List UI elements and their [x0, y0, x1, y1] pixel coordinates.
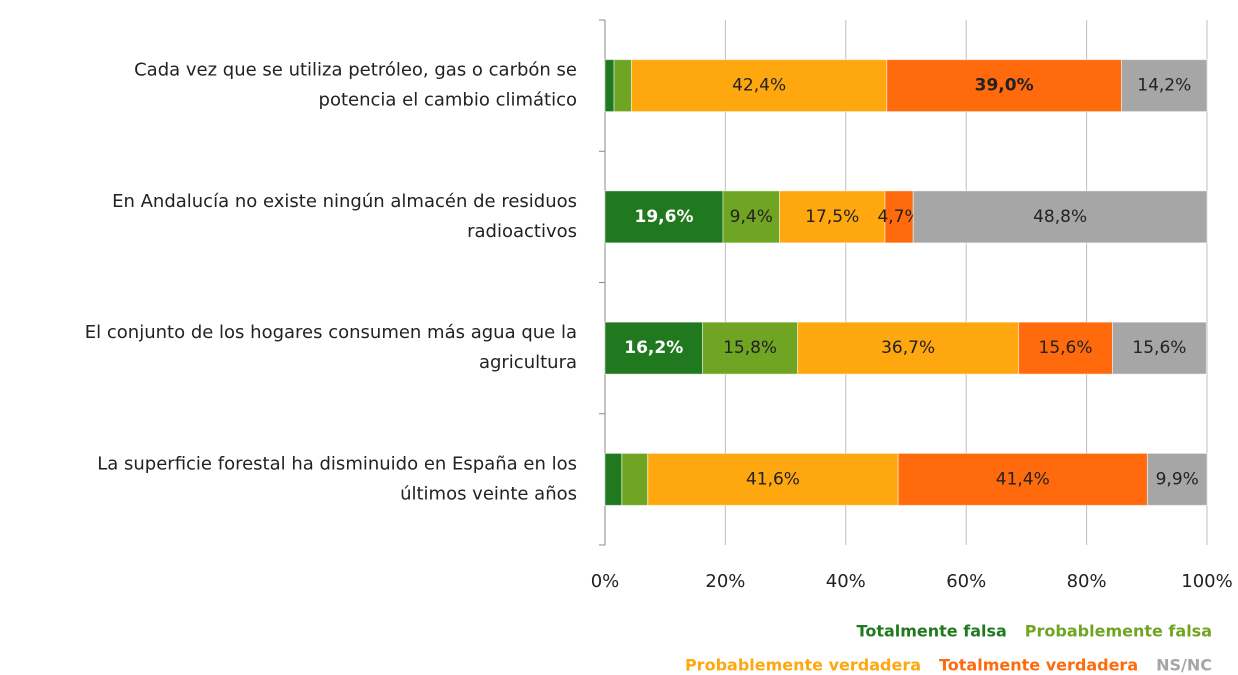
- legend-entry: Totalmente falsa: [857, 622, 1007, 641]
- category-label: potencia el cambio climático: [319, 90, 577, 111]
- bar-segment: [613, 59, 632, 113]
- value-label: 15,6%: [1039, 338, 1093, 358]
- x-tick-label: 40%: [826, 571, 866, 592]
- bar-segment: [647, 452, 899, 506]
- category-label: La superficie forestal ha disminuido en …: [97, 453, 577, 474]
- value-label: 15,8%: [723, 338, 777, 358]
- value-label: 39,0%: [975, 76, 1034, 96]
- bar-segment: [604, 59, 615, 113]
- value-label: 42,4%: [732, 76, 786, 96]
- value-label: 9,4%: [730, 207, 773, 227]
- bar-segment: [722, 190, 781, 244]
- value-label: 41,4%: [996, 469, 1050, 489]
- legend-entry: NS/NC: [1156, 656, 1212, 675]
- x-tick-label: 100%: [1181, 571, 1232, 592]
- x-tick-label: 20%: [705, 571, 745, 592]
- bar-segment: [604, 321, 704, 375]
- category-label: En Andalucía no existe ningún almacén de…: [112, 191, 577, 212]
- bar-segment: [630, 59, 888, 113]
- bar-segment: [604, 190, 724, 244]
- bar-segment: [1121, 59, 1208, 113]
- x-tick-label: 80%: [1067, 571, 1107, 592]
- legend-entry: Probablemente falsa: [1025, 622, 1212, 641]
- value-label: 36,7%: [881, 338, 935, 358]
- bar-segment: [1146, 452, 1208, 506]
- x-tick-label: 60%: [946, 571, 986, 592]
- bar-segment: [621, 452, 649, 506]
- legend-entry: Totalmente verdadera: [939, 656, 1138, 675]
- bar-segment: [897, 452, 1148, 506]
- value-label: 17,5%: [805, 207, 859, 227]
- category-label: Cada vez que se utiliza petróleo, gas o …: [134, 60, 577, 81]
- bar-segment: [779, 190, 886, 244]
- value-label: 9,9%: [1156, 469, 1199, 489]
- category-label: radioactivos: [467, 221, 577, 242]
- x-tick-label: 0%: [591, 571, 620, 592]
- legend-entry: Probablemente verdadera: [685, 656, 921, 675]
- value-label: 41,6%: [746, 469, 800, 489]
- category-label: últimos veinte años: [400, 483, 577, 504]
- value-label: 48,8%: [1033, 207, 1087, 227]
- value-label: 19,6%: [635, 207, 694, 227]
- bar-segment: [884, 190, 914, 244]
- value-label: 14,2%: [1137, 76, 1191, 96]
- value-label: 15,6%: [1132, 338, 1186, 358]
- bar-segment: [604, 452, 623, 506]
- value-label: 16,2%: [624, 338, 683, 358]
- bar-segment: [886, 59, 1123, 113]
- category-label: agricultura: [479, 352, 577, 373]
- bar-segment: [797, 321, 1020, 375]
- value-label: 4,7%: [877, 207, 920, 227]
- bar-segment: [1111, 321, 1207, 375]
- category-label: El conjunto de los hogares consumen más …: [85, 322, 577, 343]
- bar-segment: [912, 190, 1208, 244]
